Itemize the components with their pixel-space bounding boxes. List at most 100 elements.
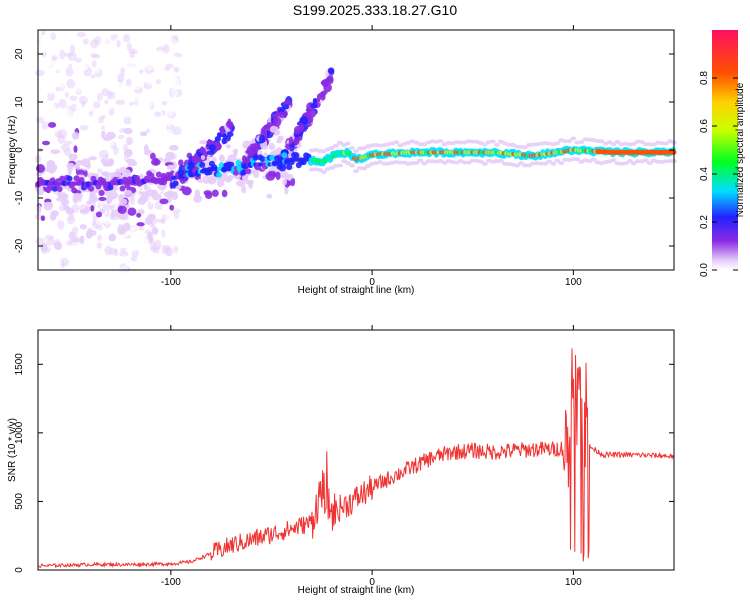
spectrogram-blob	[245, 168, 252, 175]
spectrogram-blob	[55, 86, 62, 92]
spectrogram-blob	[80, 138, 89, 148]
spectrogram-blob	[155, 233, 163, 239]
spectrogram-blob	[173, 212, 180, 220]
spectrogram-blob	[522, 145, 529, 150]
spectrogram-blob	[197, 178, 203, 184]
spectrogram-blob	[47, 91, 55, 102]
snr-plot-area	[38, 330, 674, 570]
spectrogram-blob	[206, 150, 215, 156]
spectrogram-blob	[95, 211, 103, 218]
spectrogram-blob	[47, 59, 57, 70]
spectrogram-blob	[225, 144, 232, 149]
spectrogram-blob	[107, 100, 115, 110]
spectrogram-x-ticks: -100 0 100	[161, 25, 582, 288]
spectrogram-blob	[143, 156, 153, 161]
spectrogram-blob	[59, 171, 66, 176]
snr-y-tick-label: 1000	[14, 421, 25, 444]
spectrogram-blob	[154, 111, 161, 118]
spectrogram-blob	[558, 161, 565, 166]
spectrogram-blob	[328, 146, 335, 150]
spectrogram-blob	[57, 129, 68, 139]
spectrogram-blob	[82, 64, 88, 71]
spectrogram-blob	[104, 245, 113, 256]
spectrogram-blob	[113, 248, 119, 257]
spectrogram-blob	[226, 131, 234, 137]
spectrogram-blob	[60, 143, 71, 152]
spectrogram-blob	[269, 125, 279, 133]
spectrogram-blob	[64, 92, 69, 98]
spectrogram-blob	[129, 222, 138, 231]
spectrogram-y-tick-label: 20	[14, 48, 25, 60]
spectrogram-blob	[570, 136, 577, 141]
spectrogram-blob	[110, 263, 115, 270]
spectrogram-blob	[122, 222, 131, 232]
spectrogram-blob	[181, 186, 192, 196]
spectrogram-blob	[219, 125, 225, 135]
spectrogram-blob	[99, 259, 110, 269]
spectrogram-blob	[160, 139, 167, 148]
spectrogram-blob	[45, 239, 55, 246]
spectrogram-blob	[233, 169, 239, 176]
spectrogram-blob	[75, 57, 82, 63]
spectrogram-blob	[206, 139, 214, 146]
spectrogram-blob	[199, 161, 206, 168]
spectrogram-blob	[123, 72, 133, 80]
snr-y-label: SNR (10 * v/v)	[7, 418, 18, 482]
spectrogram-blob	[143, 144, 149, 153]
spectrogram-blob	[140, 103, 148, 109]
spectrogram-blob	[149, 28, 156, 38]
colorbar-tick-label: 0.6	[699, 119, 710, 133]
spectrogram-blob	[68, 63, 73, 68]
spectrogram-blob	[171, 86, 178, 97]
spectrogram-blob	[69, 44, 76, 55]
spectrogram-blob	[214, 136, 222, 142]
spectrogram-blob	[142, 238, 149, 247]
spectrogram-blob	[320, 93, 326, 101]
spectrogram-blob	[74, 47, 83, 56]
spectrogram-blob	[107, 67, 115, 77]
spectrogram-blob	[134, 104, 141, 110]
spectrogram-blob	[62, 205, 71, 211]
spectrogram-blob	[172, 126, 182, 136]
spectrogram-blob	[65, 108, 73, 119]
spectrogram-blob	[226, 174, 234, 182]
spectrogram-blob	[115, 99, 126, 106]
spectrogram-blob	[167, 164, 176, 170]
spectrogram-blob	[119, 113, 125, 119]
spectrogram-blob	[143, 122, 148, 132]
spectrogram-blob	[45, 115, 52, 122]
spectrogram-blob	[274, 155, 281, 162]
spectrogram-blob	[151, 227, 159, 235]
spectrogram-blob	[88, 194, 98, 203]
spectrogram-blob	[550, 161, 557, 166]
spectrogram-blob	[146, 77, 155, 86]
spectrogram-blob	[47, 121, 57, 128]
spectrogram-y-tick-label: 0	[14, 147, 25, 153]
spectrogram-blob	[59, 49, 66, 60]
spectrogram-blob	[112, 115, 119, 122]
spectrogram-blob	[59, 175, 66, 182]
spectrogram-blob	[40, 243, 48, 252]
spectrogram-y-tick-label: -20	[14, 238, 25, 253]
colorbar-tick-label: 0.4	[699, 167, 710, 181]
spectrogram-blob	[173, 245, 179, 254]
spectrogram-blob	[114, 126, 119, 131]
spectrogram-blob	[89, 53, 98, 58]
spectrogram-blob	[127, 243, 137, 253]
spectrogram-blob	[159, 237, 170, 245]
spectrogram-blob	[139, 131, 148, 137]
spectrogram-blob	[81, 197, 87, 203]
spectrogram-blob	[248, 180, 254, 189]
spectrogram-blob	[50, 210, 59, 217]
spectrogram-blob	[78, 177, 85, 183]
spectrogram-blob	[164, 66, 171, 72]
spectrogram-blob	[90, 39, 99, 49]
spectrogram-blob	[155, 79, 162, 84]
spectrogram-blob	[97, 234, 102, 242]
spectrogram-blob	[353, 169, 359, 174]
spectrogram-blob	[58, 98, 67, 109]
spectrogram-blob	[139, 69, 144, 75]
spectrogram-blob	[62, 62, 69, 68]
spectrogram-blob	[276, 139, 281, 144]
snr-frame	[37, 329, 675, 571]
